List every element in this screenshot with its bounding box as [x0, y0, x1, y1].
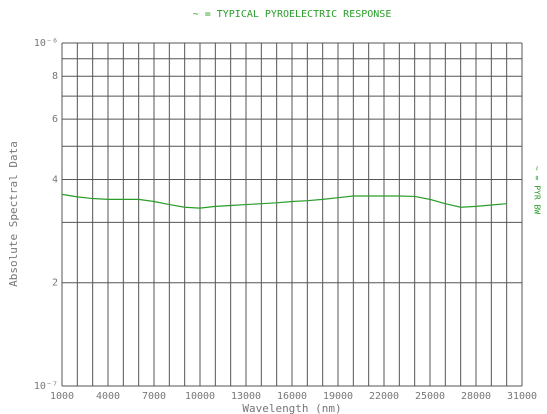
y-axis-label: Absolute Spectral Data: [7, 141, 20, 287]
x-tick-label: 4000: [96, 391, 120, 402]
data-line: [61, 193, 507, 209]
x-tick-label: 16000: [277, 391, 307, 402]
x-tick-label: 19000: [323, 391, 353, 402]
x-tick-label: 22000: [369, 391, 399, 402]
x-tick-label: 7000: [142, 391, 166, 402]
x-tick-label: 1000: [50, 391, 74, 402]
x-tick-label: 10000: [185, 391, 215, 402]
x-tick-label: 25000: [415, 391, 445, 402]
y-tick-label: 6: [52, 114, 58, 125]
x-tick-label: 13000: [231, 391, 261, 402]
x-tick-label: 31000: [507, 391, 537, 402]
y-tick-label: 4: [52, 174, 58, 185]
x-axis-label: Wavelength (nm): [242, 402, 341, 414]
y-tick-label: 8: [52, 71, 58, 82]
chart-title: ~ = TYPICAL PYROELECTRIC RESPONSE: [193, 9, 392, 20]
y-tick-label: 2: [52, 278, 58, 289]
right-label: ~ = PYR BW: [533, 166, 542, 214]
y-tick-label: 10⁻⁷: [34, 381, 58, 392]
y-tick-label: 10⁻⁶: [34, 38, 58, 49]
x-tick-label: 28000: [461, 391, 491, 402]
